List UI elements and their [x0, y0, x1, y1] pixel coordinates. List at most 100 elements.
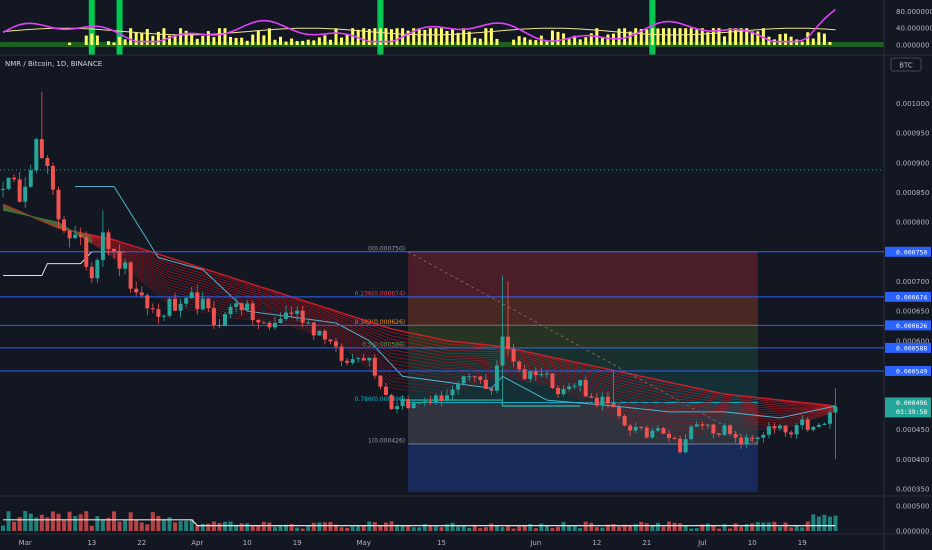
candle-body[interactable] — [200, 298, 205, 310]
candle-body[interactable] — [778, 425, 782, 429]
candle-body[interactable] — [256, 319, 261, 323]
candle-body[interactable] — [195, 292, 200, 310]
candle-body[interactable] — [655, 428, 660, 431]
candle-body[interactable] — [833, 406, 838, 413]
candle-body[interactable] — [755, 437, 760, 439]
price-axis[interactable]: 0.001000 0.000950 0.000900 0.000850 0.000800… — [885, 100, 931, 494]
candle-body[interactable] — [128, 262, 133, 289]
candle-body[interactable] — [173, 298, 178, 311]
candle-body[interactable] — [522, 369, 527, 379]
price-level-tag[interactable] — [885, 291, 931, 302]
candle-body[interactable] — [517, 361, 522, 370]
candle-body[interactable] — [628, 425, 633, 431]
candle-body[interactable] — [17, 179, 22, 202]
candle-body[interactable] — [489, 388, 494, 391]
candle-body[interactable] — [639, 426, 644, 428]
candle-body[interactable] — [261, 322, 266, 324]
candle-body[interactable] — [439, 395, 444, 402]
candle-body[interactable] — [544, 373, 549, 375]
candle-body[interactable] — [445, 395, 449, 402]
candle-body[interactable] — [600, 396, 605, 406]
candle-body[interactable] — [805, 419, 810, 430]
candle-body[interactable] — [728, 425, 733, 434]
currency-button[interactable]: BTC — [890, 57, 922, 72]
candle-body[interactable] — [550, 373, 555, 388]
candle-body[interactable] — [750, 437, 755, 439]
candle-body[interactable] — [761, 434, 766, 438]
candle-body[interactable] — [295, 310, 300, 314]
candle-body[interactable] — [816, 424, 821, 427]
candle-body[interactable] — [306, 322, 311, 324]
candle-body[interactable] — [467, 376, 472, 378]
price-level-tag[interactable] — [885, 366, 931, 377]
candle-body[interactable] — [661, 428, 666, 434]
candle-body[interactable] — [533, 371, 538, 376]
candle-body[interactable] — [350, 359, 355, 363]
currency-button-label[interactable]: BTC — [899, 62, 913, 70]
candle-body[interactable] — [783, 425, 788, 433]
candle-body[interactable] — [367, 357, 372, 361]
candle-body[interactable] — [644, 427, 649, 438]
oscillator-panel[interactable]: 80.000000 40.000000 0.000000 — [0, 0, 932, 55]
candle-body[interactable] — [284, 312, 289, 319]
candle-body[interactable] — [100, 232, 105, 261]
candle-body[interactable] — [73, 234, 78, 239]
candle-body[interactable] — [95, 260, 100, 279]
candle-body[interactable] — [50, 166, 55, 190]
candle-body[interactable] — [478, 376, 483, 380]
candle-body[interactable] — [594, 397, 599, 406]
candle-body[interactable] — [372, 357, 377, 376]
candle-body[interactable] — [12, 177, 17, 180]
candle-body[interactable] — [139, 292, 144, 296]
candle-body[interactable] — [6, 177, 11, 189]
candle-body[interactable] — [622, 415, 627, 426]
candle-body[interactable] — [556, 387, 560, 395]
price-level-tag[interactable] — [885, 320, 931, 331]
candle-body[interactable] — [711, 424, 716, 434]
candle-body[interactable] — [56, 189, 61, 220]
candle-body[interactable] — [672, 438, 677, 440]
candle-body[interactable] — [28, 170, 33, 187]
candle-body[interactable] — [161, 315, 166, 317]
candle-body[interactable] — [678, 438, 683, 453]
candle-body[interactable] — [228, 306, 233, 315]
price-level-tag[interactable] — [885, 246, 931, 257]
candle-body[interactable] — [733, 433, 738, 438]
candle-body[interactable] — [134, 288, 139, 293]
candle-body[interactable] — [206, 298, 211, 309]
candle-body[interactable] — [184, 298, 189, 304]
volume-panel[interactable]: 0.000500 0.000000 — [1, 503, 929, 536]
candle-body[interactable] — [106, 232, 111, 249]
candle-body[interactable] — [461, 376, 466, 384]
candle-body[interactable] — [766, 426, 771, 435]
candle-body[interactable] — [322, 330, 327, 340]
candle-body[interactable] — [589, 396, 594, 398]
candle-body[interactable] — [433, 395, 438, 403]
candle-body[interactable] — [456, 383, 461, 390]
candle-body[interactable] — [700, 424, 705, 426]
candle-body[interactable] — [500, 336, 505, 366]
price-panel[interactable]: 0(0.000750) 0.236(0.000674) 0.382(0.000626… — [0, 91, 884, 493]
candle-body[interactable] — [84, 237, 89, 267]
last-price-tag[interactable] — [885, 397, 931, 418]
candle-body[interactable] — [23, 186, 28, 202]
candle-body[interactable] — [62, 219, 67, 231]
candle-body[interactable] — [722, 425, 727, 435]
candle-body[interactable] — [250, 303, 255, 320]
candle-body[interactable] — [389, 394, 394, 410]
candle-body[interactable] — [300, 310, 305, 323]
candle-body[interactable] — [572, 385, 577, 387]
candle-body[interactable] — [483, 379, 488, 389]
candle-body[interactable] — [1, 188, 5, 190]
candle-body[interactable] — [827, 412, 832, 424]
candle-body[interactable] — [450, 389, 455, 396]
candle-body[interactable] — [417, 402, 422, 404]
candle-body[interactable] — [744, 437, 749, 445]
candle-body[interactable] — [178, 303, 183, 311]
candle-body[interactable] — [400, 399, 405, 407]
candle-body[interactable] — [494, 365, 499, 391]
candle-body[interactable] — [789, 432, 794, 435]
candle-body[interactable] — [378, 375, 383, 387]
candle-body[interactable] — [145, 295, 150, 309]
